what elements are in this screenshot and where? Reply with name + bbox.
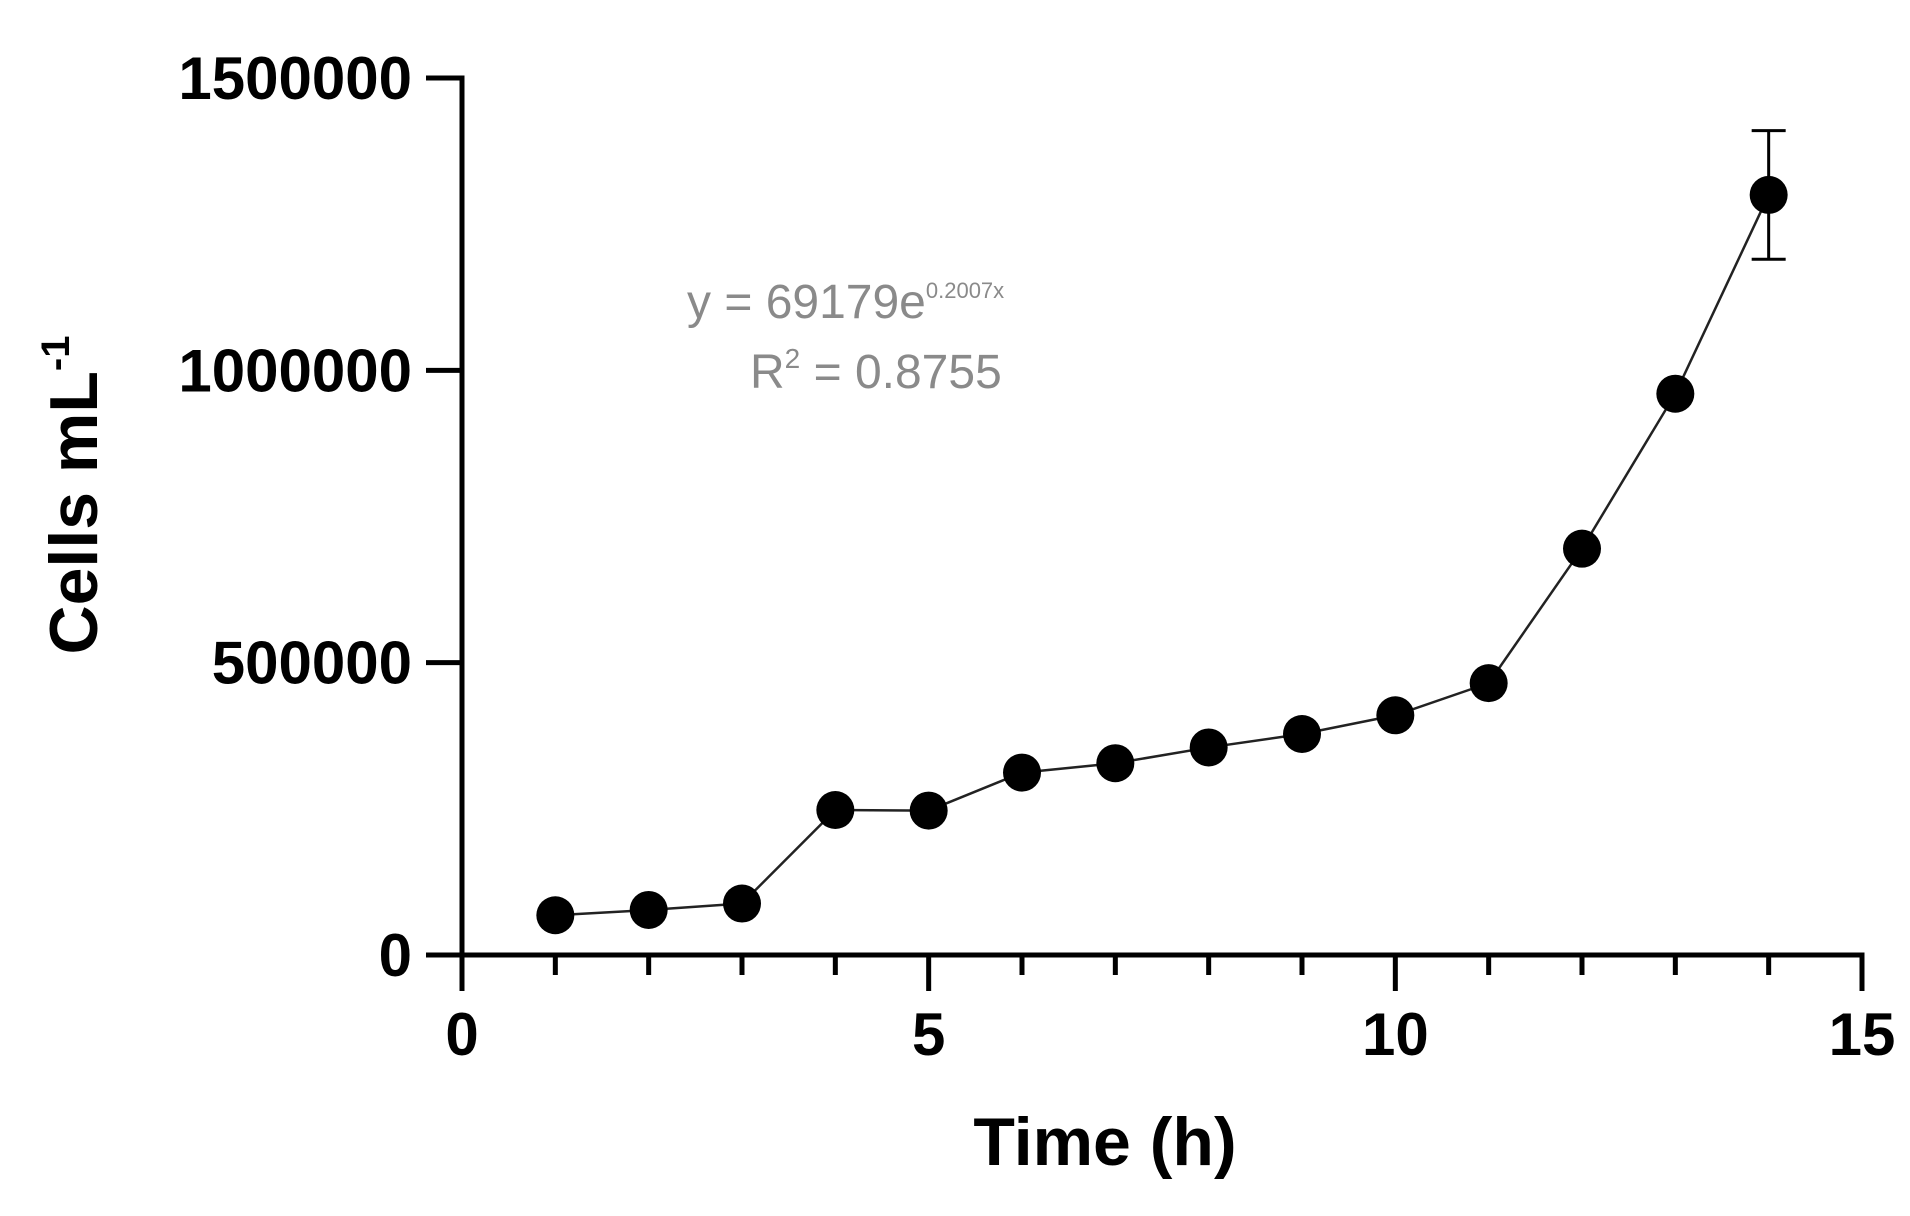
fit-equation: y = 69179e0.2007x xyxy=(687,276,1004,329)
x-tick-label: 15 xyxy=(1829,1001,1896,1068)
r-squared-label: R xyxy=(750,346,785,399)
data-point xyxy=(1376,696,1415,735)
x-axis-title: Time (h) xyxy=(973,1104,1236,1180)
x-tick-label: 0 xyxy=(445,1001,478,1068)
data-point xyxy=(536,896,575,935)
x-axis: 0 5 10 15 xyxy=(445,952,1896,1068)
data-point xyxy=(816,791,855,830)
fit-equation-exponent: 0.2007x xyxy=(926,278,1004,303)
y-axis-title-text: Cells mL xyxy=(36,371,112,654)
r-squared-superscript: 2 xyxy=(785,343,801,374)
data-point xyxy=(1189,728,1228,767)
y-axis-title-superscript: -1 xyxy=(34,336,78,372)
y-tick-label: 0 xyxy=(379,922,412,989)
series-line-segment xyxy=(741,809,837,905)
fit-equation-base: y = 69179e xyxy=(687,276,926,329)
x-tick-label: 5 xyxy=(912,1001,945,1068)
data-point xyxy=(629,890,668,929)
data-point xyxy=(909,791,948,830)
fit-r-squared: R2 = 0.8755 xyxy=(750,343,1002,399)
data-point xyxy=(1749,175,1788,214)
y-axis-title: Cells mL-1 xyxy=(34,336,112,655)
y-tick-label: 1000000 xyxy=(178,337,412,404)
x-tick-label: 10 xyxy=(1362,1001,1429,1068)
data-point xyxy=(1563,529,1601,568)
data-point xyxy=(723,884,761,923)
data-point xyxy=(1469,664,1508,703)
series-line-segment xyxy=(1674,194,1770,395)
data-point xyxy=(1003,753,1041,792)
series-line-segment xyxy=(1580,393,1677,550)
y-axis: 0 500000 1000000 1500000 xyxy=(178,45,465,989)
y-tick-label: 1500000 xyxy=(178,45,412,112)
data-point xyxy=(1656,374,1695,413)
series-points xyxy=(536,175,1788,935)
series-line-segment xyxy=(1487,547,1584,684)
y-tick-label: 500000 xyxy=(212,630,412,697)
r-squared-value: = 0.8755 xyxy=(800,346,1002,399)
data-point xyxy=(1283,714,1321,753)
data-point xyxy=(1096,744,1135,783)
